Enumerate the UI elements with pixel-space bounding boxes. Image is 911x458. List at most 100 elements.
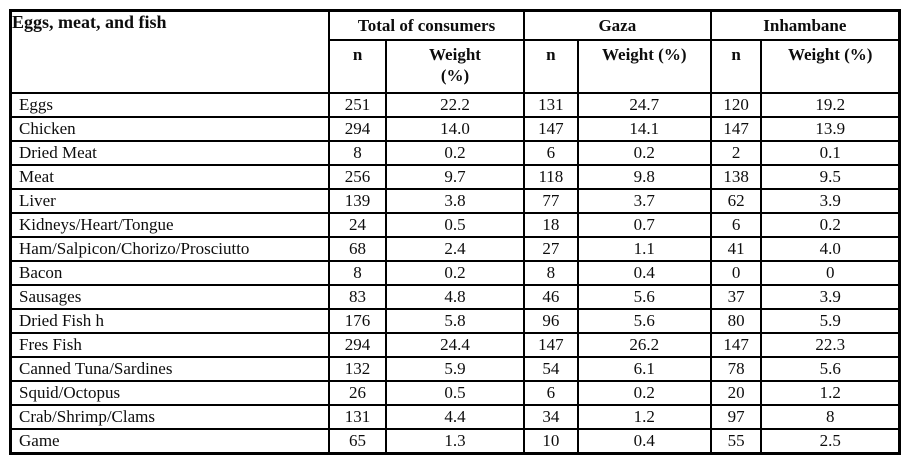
value-cell: 9.8 xyxy=(576,164,712,190)
value-cell: 24.7 xyxy=(576,92,712,118)
value-cell: 55 xyxy=(709,428,763,455)
value-cell: 0 xyxy=(709,260,763,286)
row-label: Sausages xyxy=(9,284,331,310)
table-row: Canned Tuna/Sardines 132 5.9 54 6.1 78 5.6 xyxy=(9,356,901,382)
value-cell: 5.9 xyxy=(384,356,525,382)
value-cell: 14.0 xyxy=(384,116,525,142)
value-cell: 0.7 xyxy=(576,212,712,238)
value-cell: 10 xyxy=(522,428,579,455)
value-cell: 3.9 xyxy=(760,284,901,310)
value-cell: 0.1 xyxy=(760,140,901,166)
value-cell: 77 xyxy=(522,188,579,214)
table-row: Bacon 8 0.2 8 0.4 0 0 xyxy=(9,260,901,286)
subheader-gaza-weight: Weight (%) xyxy=(576,39,712,94)
value-cell: 3.9 xyxy=(760,188,901,214)
table-row: Fres Fish 294 24.4 147 26.2 147 22.3 xyxy=(9,332,901,358)
value-cell: 2 xyxy=(709,140,763,166)
value-cell: 256 xyxy=(328,164,387,190)
value-cell: 13.9 xyxy=(760,116,901,142)
subheader-inhambane-n: n xyxy=(709,39,763,94)
value-cell: 131 xyxy=(328,404,387,430)
value-cell: 5.9 xyxy=(760,308,901,334)
value-cell: 147 xyxy=(522,332,579,358)
value-cell: 24.4 xyxy=(384,332,525,358)
subheader-total-weight: Weight (%) xyxy=(384,39,525,94)
value-cell: 6 xyxy=(522,380,579,406)
value-cell: 19.2 xyxy=(760,92,901,118)
value-cell: 26 xyxy=(328,380,387,406)
subheader-total-n: n xyxy=(328,39,387,94)
value-cell: 2.5 xyxy=(760,428,901,455)
value-cell: 8 xyxy=(760,404,901,430)
value-cell: 22.3 xyxy=(760,332,901,358)
value-cell: 37 xyxy=(709,284,763,310)
value-cell: 6 xyxy=(709,212,763,238)
value-cell: 147 xyxy=(522,116,579,142)
value-cell: 54 xyxy=(522,356,579,382)
row-label: Canned Tuna/Sardines xyxy=(9,356,331,382)
table-row: Chicken 294 14.0 147 14.1 147 13.9 xyxy=(9,116,901,142)
value-cell: 0.2 xyxy=(760,212,901,238)
value-cell: 0.4 xyxy=(576,428,712,455)
table-row: Eggs 251 22.2 131 24.7 120 19.2 xyxy=(9,92,901,118)
group-header-gaza: Gaza xyxy=(522,9,712,41)
value-cell: 0.5 xyxy=(384,380,525,406)
row-label: Fres Fish xyxy=(9,332,331,358)
value-cell: 120 xyxy=(709,92,763,118)
value-cell: 1.3 xyxy=(384,428,525,455)
value-cell: 118 xyxy=(522,164,579,190)
row-label: Dried Fish h xyxy=(9,308,331,334)
value-cell: 8 xyxy=(328,140,387,166)
row-label: Liver xyxy=(9,188,331,214)
value-cell: 24 xyxy=(328,212,387,238)
value-cell: 131 xyxy=(522,92,579,118)
subheader-inhambane-weight: Weight (%) xyxy=(760,39,901,94)
value-cell: 8 xyxy=(328,260,387,286)
table-row: Kidneys/Heart/Tongue 24 0.5 18 0.7 6 0.2 xyxy=(9,212,901,238)
value-cell: 0.2 xyxy=(576,140,712,166)
value-cell: 1.2 xyxy=(576,404,712,430)
table-row: Sausages 83 4.8 46 5.6 37 3.9 xyxy=(9,284,901,310)
value-cell: 65 xyxy=(328,428,387,455)
value-cell: 3.8 xyxy=(384,188,525,214)
value-cell: 26.2 xyxy=(576,332,712,358)
value-cell: 68 xyxy=(328,236,387,262)
value-cell: 3.7 xyxy=(576,188,712,214)
sub-header-row: n Weight (%) n Weight (%) n Weight (%) xyxy=(11,39,901,94)
value-cell: 294 xyxy=(328,116,387,142)
row-label: Kidneys/Heart/Tongue xyxy=(9,212,331,238)
value-cell: 0.2 xyxy=(384,260,525,286)
row-label: Meat xyxy=(9,164,331,190)
table-row: Meat 256 9.7 118 9.8 138 9.5 xyxy=(9,164,901,190)
value-cell: 62 xyxy=(709,188,763,214)
value-cell: 20 xyxy=(709,380,763,406)
table-row: Crab/Shrimp/Clams 131 4.4 34 1.2 97 8 xyxy=(9,404,901,430)
value-cell: 27 xyxy=(522,236,579,262)
group-header-total-of-consumers: Total of consumers xyxy=(328,9,525,41)
value-cell: 9.7 xyxy=(384,164,525,190)
row-label: Game xyxy=(9,428,331,455)
value-cell: 6 xyxy=(522,140,579,166)
value-cell: 294 xyxy=(328,332,387,358)
row-label: Chicken xyxy=(9,116,331,142)
value-cell: 5.6 xyxy=(576,284,712,310)
value-cell: 22.2 xyxy=(384,92,525,118)
value-cell: 96 xyxy=(522,308,579,334)
value-cell: 147 xyxy=(709,332,763,358)
value-cell: 4.8 xyxy=(384,284,525,310)
value-cell: 8 xyxy=(522,260,579,286)
value-cell: 1.2 xyxy=(760,380,901,406)
table-row: Ham/Salpicon/Chorizo/Prosciutto 68 2.4 27 1.… xyxy=(9,236,901,262)
row-label: Dried Meat xyxy=(9,140,331,166)
table-row: Squid/Octopus 26 0.5 6 0.2 20 1.2 xyxy=(9,380,901,406)
value-cell: 18 xyxy=(522,212,579,238)
row-label: Squid/Octopus xyxy=(9,380,331,406)
table-row: Liver 139 3.8 77 3.7 62 3.9 xyxy=(9,188,901,214)
value-cell: 251 xyxy=(328,92,387,118)
value-cell: 0.4 xyxy=(576,260,712,286)
value-cell: 14.1 xyxy=(576,116,712,142)
value-cell: 2.4 xyxy=(384,236,525,262)
row-label: Ham/Salpicon/Chorizo/Prosciutto xyxy=(9,236,331,262)
row-label: Crab/Shrimp/Clams xyxy=(9,404,331,430)
